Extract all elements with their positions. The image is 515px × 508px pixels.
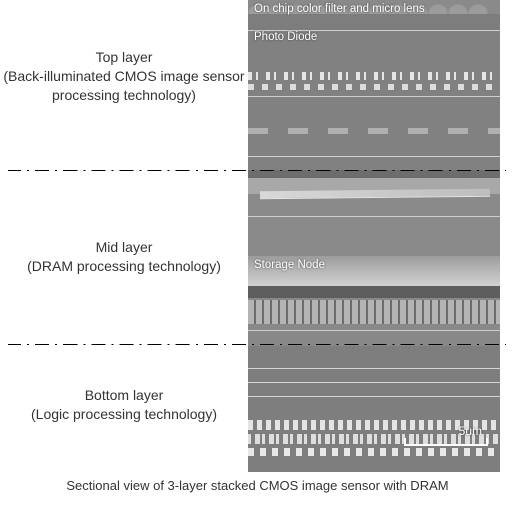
scale-bar-line — [404, 438, 488, 446]
label-column: Top layer (Back-illuminated CMOS image s… — [0, 0, 248, 472]
top-metal-row-2 — [248, 84, 500, 90]
dram-capacitor-row — [248, 300, 500, 324]
layer-subtitle-top: (Back-illuminated CMOS image sensor proc… — [0, 67, 248, 105]
top-metal-row-1 — [248, 72, 500, 80]
divider-top-mid — [8, 170, 506, 171]
layer-label-bottom: Bottom layer (Logic processing technolog… — [0, 386, 248, 424]
layer-title-bottom: Bottom layer — [0, 386, 248, 405]
mid-line-1 — [248, 216, 500, 217]
figure-caption: Sectional view of 3-layer stacked CMOS i… — [0, 478, 515, 493]
top-line-1 — [248, 96, 500, 97]
sem-image: On chip color filter and micro lens Phot… — [248, 0, 500, 472]
scale-bar: 5um — [404, 438, 488, 458]
top-line-2 — [248, 156, 500, 157]
scale-bar-label: 5um — [459, 424, 482, 438]
layer-subtitle-bottom: (Logic processing technology) — [0, 405, 248, 424]
annotation-storage-node: Storage Node — [254, 260, 325, 272]
mid-line-2 — [248, 330, 500, 331]
layer-label-mid: Mid layer (DRAM processing technology) — [0, 238, 248, 276]
sectional-figure: Top layer (Back-illuminated CMOS image s… — [0, 0, 515, 508]
content-area: Top layer (Back-illuminated CMOS image s… — [0, 0, 515, 472]
bond-interface-1 — [248, 128, 500, 134]
layer-label-top: Top layer (Back-illuminated CMOS image s… — [0, 48, 248, 105]
layer-subtitle-mid: (DRAM processing technology) — [0, 257, 248, 276]
divider-mid-bottom — [8, 344, 506, 345]
annotation-microlens: On chip color filter and micro lens — [254, 4, 425, 16]
layer-title-mid: Mid layer — [0, 238, 248, 257]
logic-interconnect-lines — [248, 360, 500, 420]
layer-title-top: Top layer — [0, 48, 248, 67]
annotation-photodiode: Photo Diode — [254, 32, 317, 44]
mid-dark-band — [248, 286, 500, 298]
